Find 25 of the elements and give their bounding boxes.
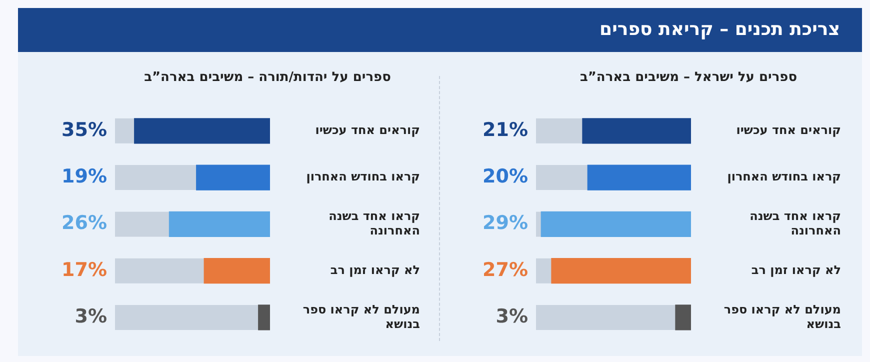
data-label: 35%: [62, 118, 107, 141]
y-tick-label: קוראים אחד עכשיו: [736, 123, 841, 138]
data-label: 26%: [62, 212, 107, 234]
y-tick-label: קראו אחד בשנה האחרונה: [328, 209, 420, 238]
data-label: 3%: [74, 305, 107, 328]
y-tick-label: מעולם לא קראו ספר בנושא: [724, 302, 841, 331]
data-label: 27%: [482, 258, 528, 281]
y-tick-label: קוראים אחד עכשיו: [315, 123, 420, 138]
data-label: 17%: [62, 258, 107, 281]
bar: [258, 304, 270, 330]
chart-subtitle: ספרים על ישראל – משיבים בארה”ב: [580, 70, 798, 86]
y-tick-label: קראו בחודש האחרון: [306, 170, 420, 184]
chart-title: צריכת תכנים – קריאת ספרים: [600, 18, 840, 42]
y-tick-label: קראו אחד בשנה האחרונה: [750, 209, 841, 238]
chart-subtitle: ספרים על יהדות/תורה – משיבים בארה”ב: [144, 70, 392, 86]
bar: [675, 304, 691, 330]
data-label: 21%: [482, 118, 528, 141]
data-label: 20%: [482, 165, 528, 188]
y-tick-label: לא קראו זמן רב: [751, 262, 841, 277]
data-label: 3%: [496, 305, 528, 328]
y-tick-label: קראו בחודש האחרון: [727, 170, 841, 184]
data-label: 29%: [482, 212, 528, 234]
y-tick-label: לא קראו זמן רב: [330, 262, 420, 277]
data-label: 19%: [62, 165, 107, 188]
y-tick-label: מעולם לא קראו ספר בנושא: [302, 302, 420, 331]
